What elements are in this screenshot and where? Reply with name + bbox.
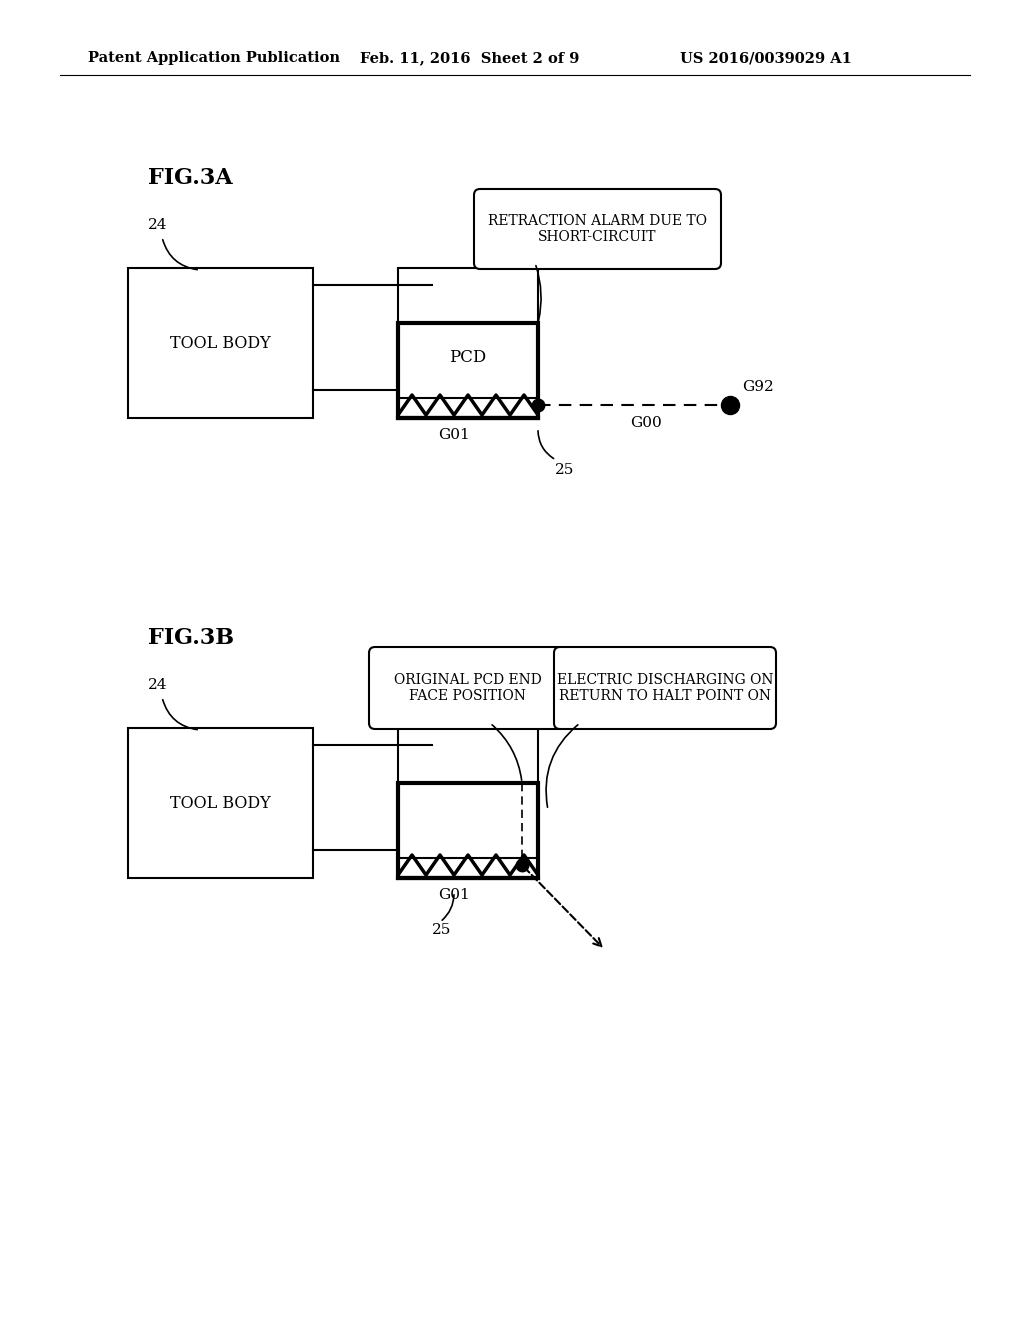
- Text: G01: G01: [438, 888, 470, 902]
- FancyBboxPatch shape: [474, 189, 721, 269]
- Text: G01: G01: [438, 428, 470, 442]
- FancyArrowPatch shape: [442, 895, 454, 920]
- Text: US 2016/0039029 A1: US 2016/0039029 A1: [680, 51, 852, 65]
- Text: Patent Application Publication: Patent Application Publication: [88, 51, 340, 65]
- Text: ELECTRIC DISCHARGING ON
RETURN TO HALT POINT ON: ELECTRIC DISCHARGING ON RETURN TO HALT P…: [557, 673, 773, 704]
- Bar: [128, 729, 313, 878]
- Text: 24: 24: [148, 678, 168, 692]
- Text: TOOL BODY: TOOL BODY: [170, 334, 271, 351]
- Text: FIG.3A: FIG.3A: [148, 168, 232, 189]
- Text: TOOL BODY: TOOL BODY: [170, 795, 271, 812]
- Bar: [398, 323, 538, 418]
- FancyArrowPatch shape: [546, 725, 578, 808]
- Text: ORIGINAL PCD END
FACE POSITION: ORIGINAL PCD END FACE POSITION: [393, 673, 542, 704]
- FancyArrowPatch shape: [163, 240, 198, 269]
- FancyBboxPatch shape: [369, 647, 566, 729]
- Text: 25: 25: [555, 463, 574, 477]
- Bar: [128, 268, 313, 418]
- Text: RETRACTION ALARM DUE TO
SHORT-CIRCUIT: RETRACTION ALARM DUE TO SHORT-CIRCUIT: [488, 214, 707, 244]
- FancyArrowPatch shape: [536, 265, 541, 321]
- FancyArrowPatch shape: [493, 725, 521, 780]
- Text: Feb. 11, 2016  Sheet 2 of 9: Feb. 11, 2016 Sheet 2 of 9: [360, 51, 580, 65]
- FancyArrowPatch shape: [538, 430, 554, 458]
- Text: FIG.3B: FIG.3B: [148, 627, 234, 649]
- FancyBboxPatch shape: [554, 647, 776, 729]
- Bar: [398, 268, 538, 399]
- Text: G00: G00: [630, 416, 662, 430]
- Text: 25: 25: [432, 923, 452, 937]
- Bar: [398, 729, 538, 858]
- FancyArrowPatch shape: [163, 700, 198, 730]
- Text: PCD: PCD: [450, 350, 486, 367]
- Text: 24: 24: [148, 218, 168, 232]
- Bar: [398, 783, 538, 878]
- Text: G92: G92: [742, 380, 774, 393]
